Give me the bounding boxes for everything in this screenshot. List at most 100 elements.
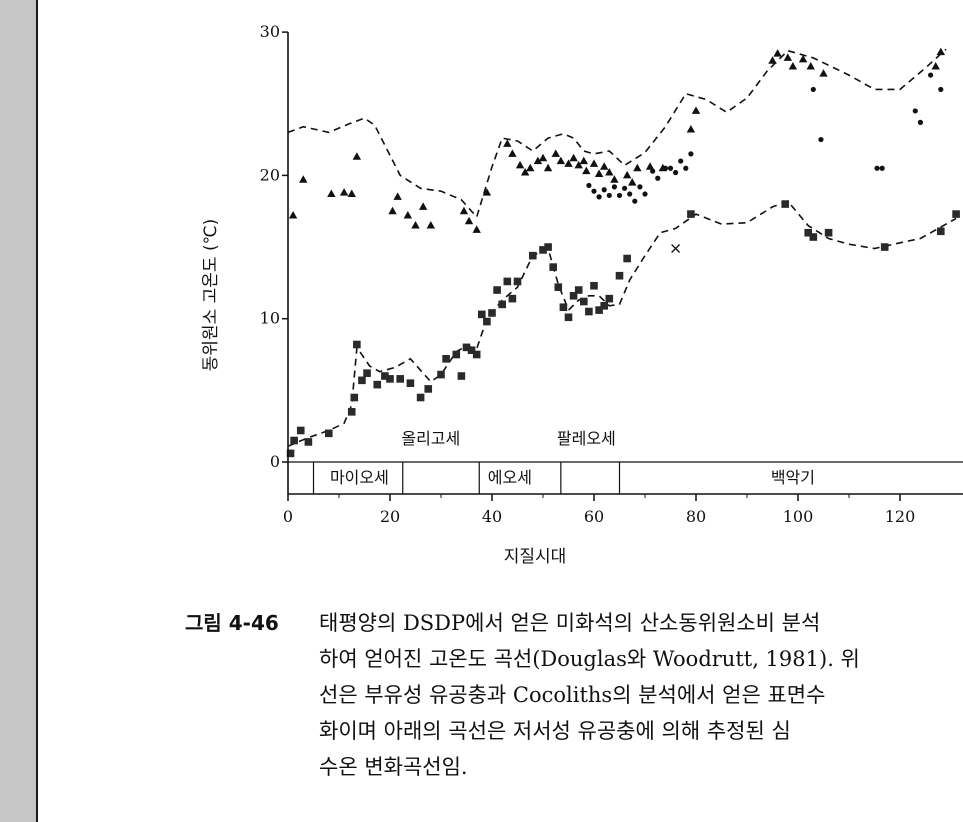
triangle-point: [788, 61, 798, 70]
cross-point: [671, 244, 681, 253]
square-point: [290, 436, 298, 445]
square-point: [539, 246, 547, 254]
dot-point: [818, 136, 824, 143]
x-tick-label: 120: [885, 507, 916, 526]
triangle-point: [508, 149, 517, 157]
epoch-label: 마이오세: [330, 468, 389, 487]
triangle-point: [600, 162, 609, 170]
square-point: [478, 310, 486, 319]
triangle-point: [936, 47, 945, 56]
points-layer: [286, 47, 960, 458]
square-point: [781, 200, 790, 208]
triangle-point: [691, 106, 701, 114]
caption-line: 수온 변화곡선임.: [319, 755, 468, 779]
triangle-point: [339, 188, 349, 196]
square-point: [585, 307, 593, 316]
dot-point: [810, 86, 816, 93]
y-tick-label: 20: [260, 165, 280, 184]
triangle-point: [459, 206, 469, 215]
dot-point: [596, 194, 602, 200]
square-point: [569, 291, 578, 300]
square-point: [580, 297, 588, 306]
epoch-label: 백악기: [771, 468, 815, 487]
x-tick-label: 80: [686, 507, 706, 526]
triangle-point: [347, 189, 356, 198]
triangle-point: [403, 211, 413, 219]
triangle-point: [538, 153, 548, 162]
x-tick-label: 40: [482, 507, 502, 526]
triangle-point: [526, 163, 535, 172]
dot-point: [667, 165, 674, 171]
dot-point: [683, 165, 689, 171]
caption-line: 하여 얻어진 고온도 곡선(Douglas와 Woodrutt, 1981). …: [319, 647, 860, 671]
square-point: [554, 283, 563, 291]
triangle-point: [418, 202, 428, 210]
square-point: [347, 408, 356, 416]
square-point: [350, 393, 359, 402]
square-point: [493, 286, 501, 294]
square-point: [353, 340, 361, 349]
square-point: [804, 228, 812, 237]
square-point: [574, 286, 583, 294]
triangle-point: [426, 221, 435, 229]
epoch-label: 올리고세: [401, 429, 460, 448]
square-point: [452, 350, 461, 359]
triangle-point: [288, 211, 298, 219]
epoch-label: 팔레오세: [557, 429, 616, 448]
triangle-point: [579, 156, 588, 165]
triangle-point: [605, 168, 614, 176]
square-point: [513, 277, 522, 286]
dot-point: [586, 182, 592, 189]
caption-label: 그림 4-46: [185, 611, 279, 635]
caption-line: 태평양의 DSDP에서 얻은 미화석의 산소동위원소비 분석: [319, 611, 821, 635]
square-point: [605, 294, 614, 303]
triangle-point: [633, 163, 642, 172]
square-point: [325, 429, 333, 438]
triangle-point: [564, 159, 573, 167]
dot-point: [616, 192, 623, 199]
caption-line: 선은 부유성 유공충과 Cocoliths의 분석에서 얻은 표면수: [319, 683, 826, 707]
square-point: [595, 306, 603, 314]
dot-point: [874, 165, 880, 171]
square-point: [358, 376, 366, 385]
dot-point: [591, 188, 597, 194]
epoch-label: 에오세: [488, 468, 532, 487]
triangle-point: [569, 153, 578, 162]
triangle-point: [515, 160, 525, 169]
x-tick-label: 0: [283, 507, 293, 526]
x-tick-label: 60: [584, 507, 604, 526]
triangle-point: [299, 175, 308, 183]
square-point: [559, 303, 568, 312]
epochs-layer: 마이오세 에오세 백악기 올리고세 팔레오세: [312, 429, 815, 494]
dot-point: [688, 151, 694, 157]
square-point: [286, 449, 295, 458]
caption-line: 화이며 아래의 곡선은 저서성 유공충에 의해 추정된 심: [319, 719, 791, 743]
square-point: [824, 228, 833, 237]
square-point: [296, 426, 305, 435]
square-point: [406, 379, 415, 387]
y-axis-label: 동위원소 고온도 (℃): [201, 219, 221, 372]
dot-point: [912, 108, 918, 114]
dot-point: [611, 184, 618, 190]
dot-point: [655, 175, 661, 181]
square-point: [809, 233, 818, 241]
square-point: [416, 393, 425, 402]
axes-layer: [287, 32, 963, 495]
triangle-point: [472, 225, 481, 233]
y-tick-label: 30: [260, 22, 280, 41]
dot-point: [928, 72, 934, 78]
triangle-point: [411, 221, 420, 229]
square-point: [880, 243, 889, 251]
square-point: [600, 302, 608, 310]
triangle-point: [533, 156, 543, 165]
square-point: [544, 243, 552, 251]
triangle-point: [783, 53, 792, 61]
dot-point: [622, 185, 628, 191]
dot-point: [678, 158, 684, 164]
triangle-point: [645, 162, 655, 170]
triangle-point: [686, 125, 696, 133]
square-point: [442, 355, 450, 363]
square-point: [462, 343, 471, 352]
dot-point: [632, 198, 638, 204]
triangle-point: [543, 163, 553, 172]
